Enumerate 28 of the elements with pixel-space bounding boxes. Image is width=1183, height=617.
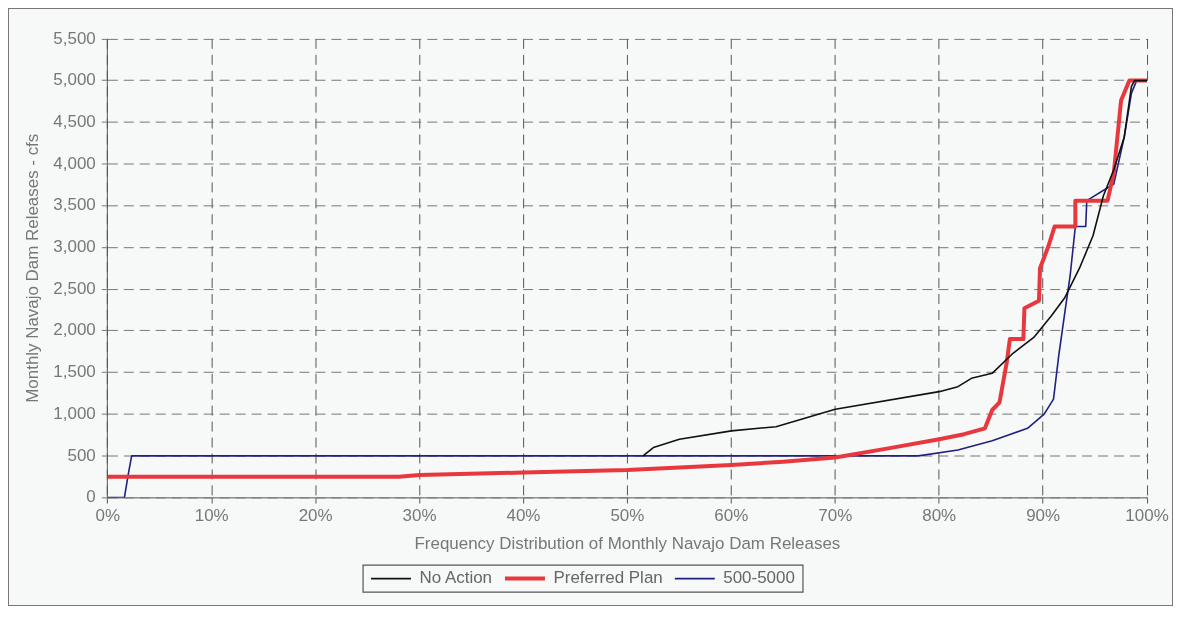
legend-label: Preferred Plan	[553, 568, 663, 588]
x-tick-label: 100%	[1125, 506, 1169, 526]
y-tick-label: 2,000	[53, 320, 96, 340]
y-tick-label: 3,500	[53, 195, 96, 215]
x-tick-label: 70%	[818, 506, 853, 526]
y-tick-label: 500	[67, 445, 96, 465]
x-tick-label: 60%	[714, 506, 749, 526]
y-tick-label: 4,500	[53, 111, 96, 131]
x-tick-label: 10%	[194, 506, 229, 526]
legend-label: 500-5000	[723, 568, 795, 588]
y-tick-label: 5,000	[53, 70, 96, 90]
x-tick-label: 80%	[922, 506, 957, 526]
y-tick-label: 0	[86, 487, 96, 507]
y-tick-label: 5,500	[53, 28, 96, 48]
y-tick-label: 2,500	[53, 278, 96, 298]
x-tick-label: 0%	[95, 506, 121, 526]
x-axis-title: Frequency Distribution of Monthly Navajo Dam Releases	[414, 533, 841, 553]
x-tick-label: 40%	[506, 506, 541, 526]
y-tick-label: 4,000	[53, 153, 96, 173]
y-tick-label: 1,500	[53, 362, 96, 382]
x-tick-label: 20%	[298, 506, 333, 526]
x-tick-label: 50%	[610, 506, 645, 526]
y-tick-label: 3,000	[53, 237, 96, 257]
y-tick-label: 1,000	[53, 403, 96, 423]
y-axis-title: Monthly Navajo Dam Releases - cfs	[22, 133, 42, 403]
legend-label: No Action	[419, 568, 493, 588]
x-tick-label: 90%	[1026, 506, 1061, 526]
x-tick-label: 30%	[402, 506, 437, 526]
